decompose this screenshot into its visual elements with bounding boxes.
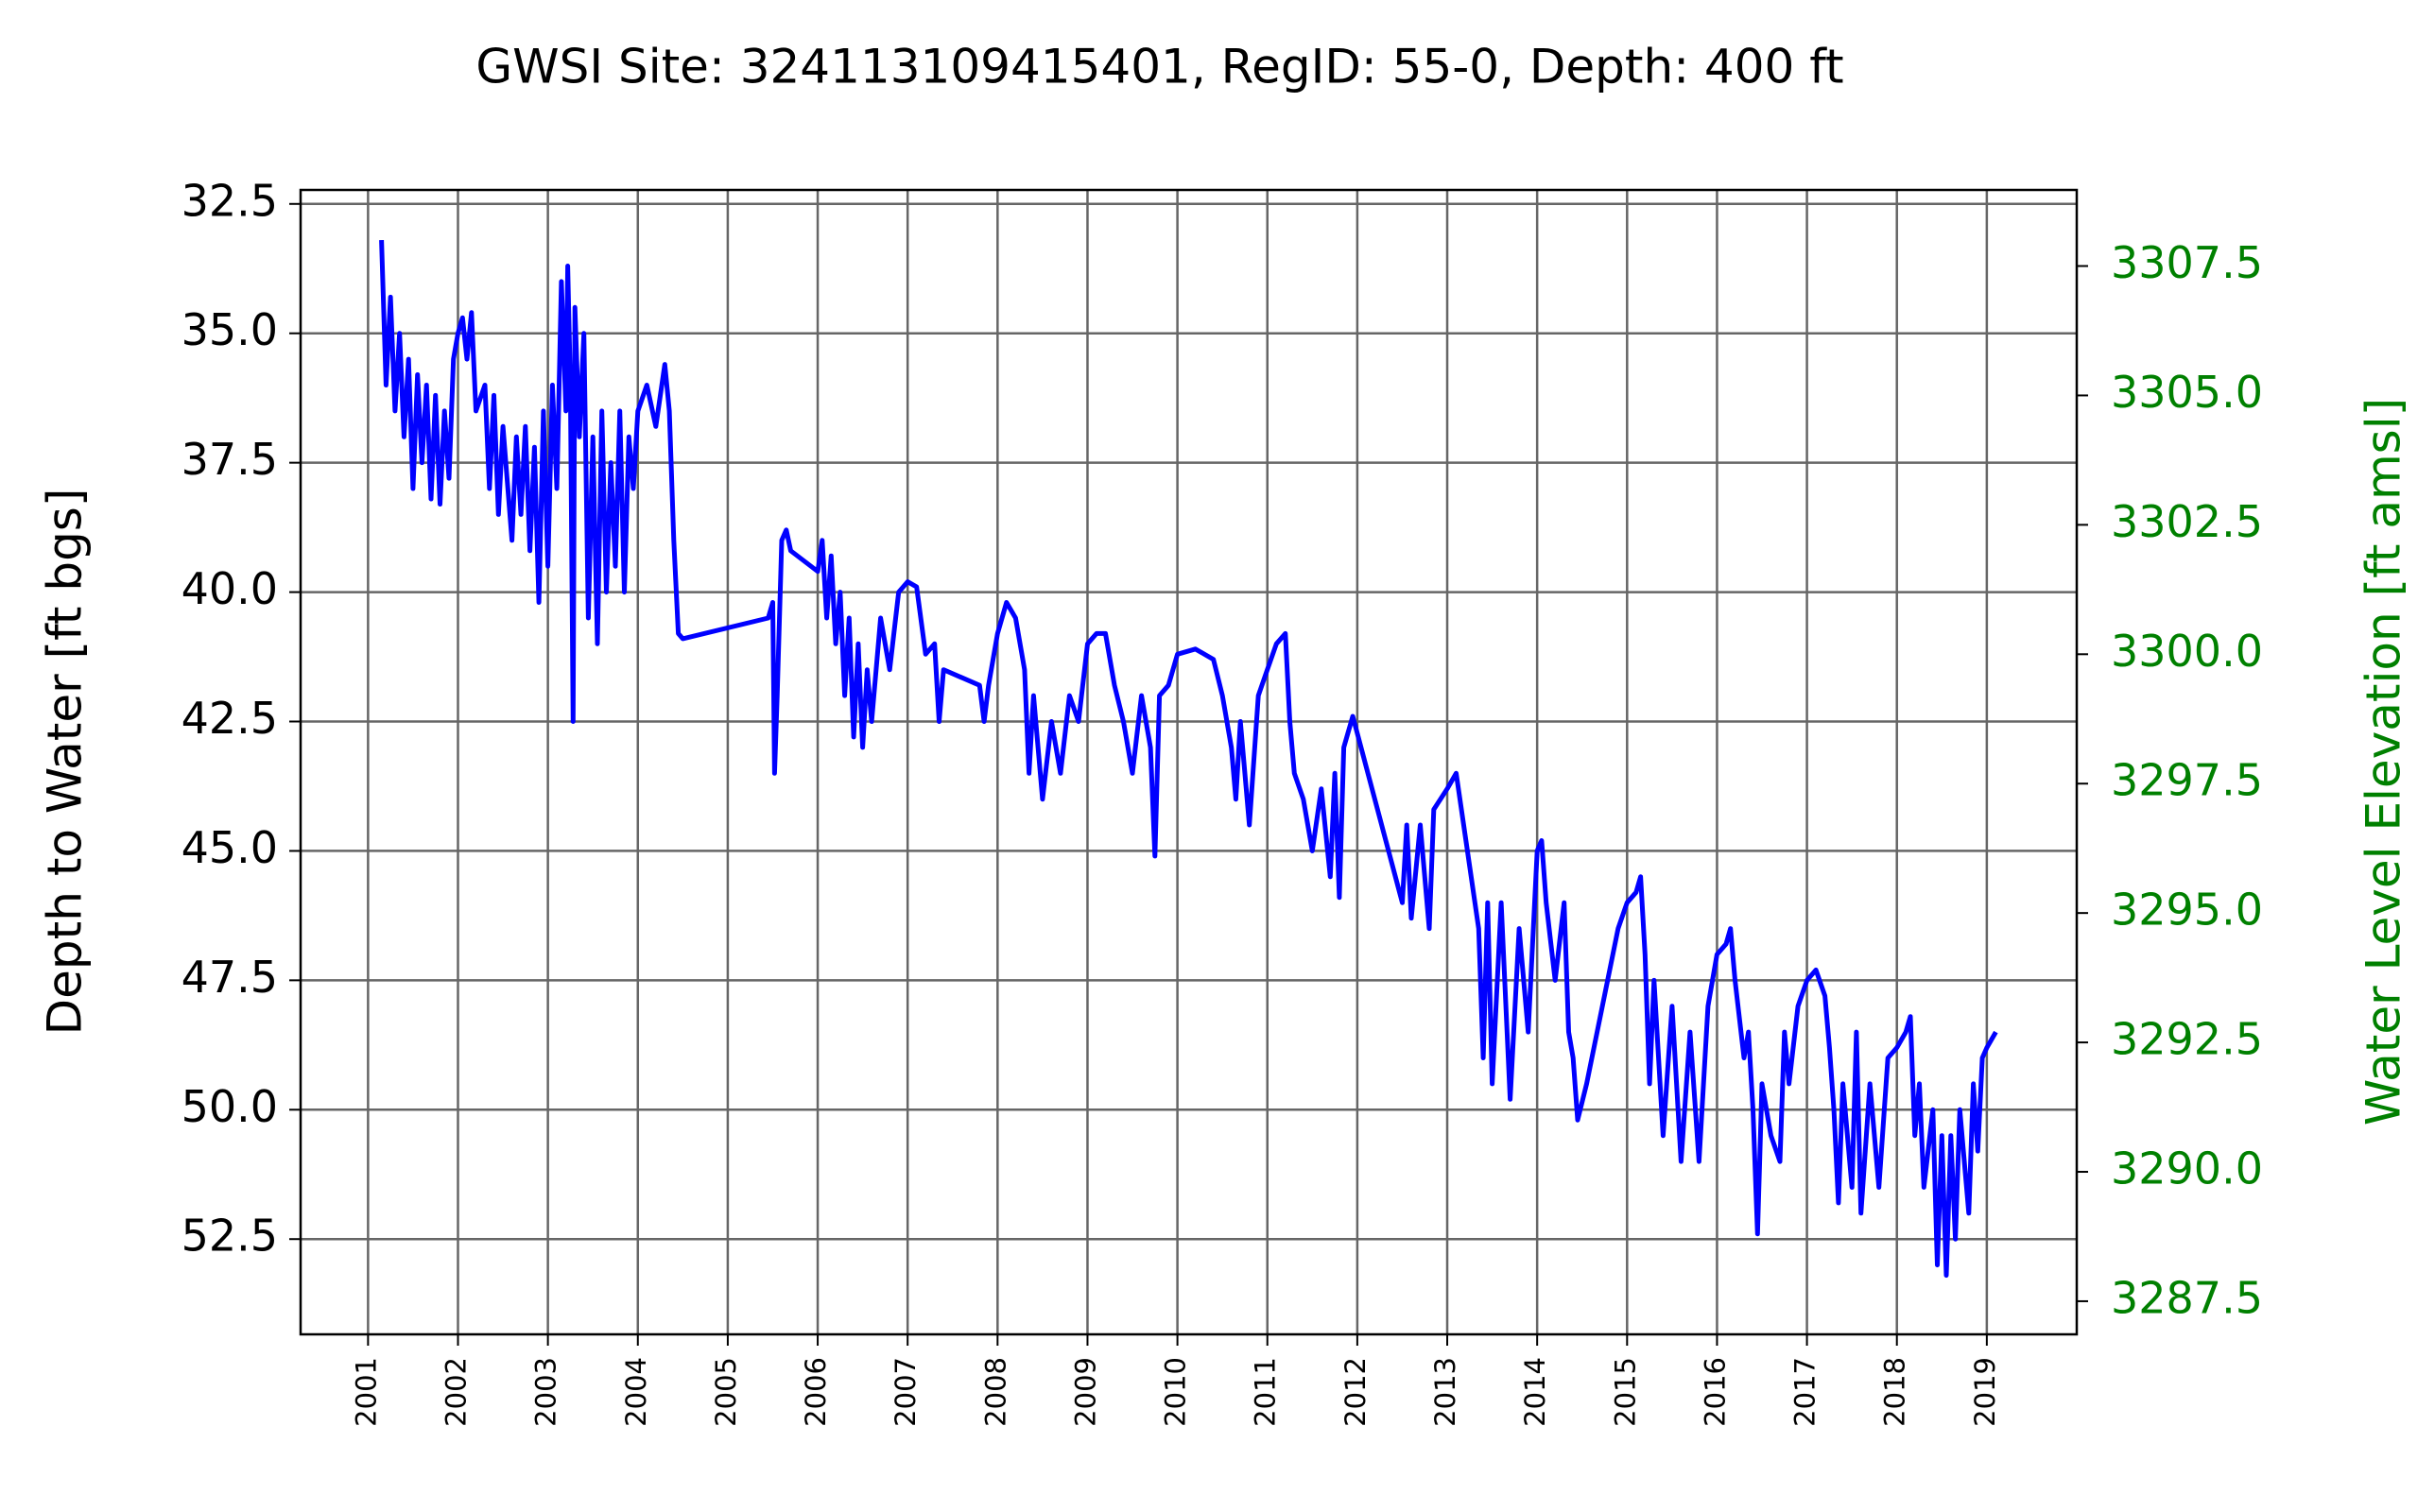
- x-tick-label: 2007: [889, 1357, 922, 1427]
- y-tick-label: 47.5: [181, 952, 278, 1003]
- x-tick-label: 2014: [1519, 1357, 1551, 1427]
- plot-frame: [299, 188, 2079, 1336]
- data-line: [379, 240, 1998, 1279]
- y2-axis-label: Water Level Elevation [ft amsl]: [2357, 398, 2411, 1125]
- x-tick-label: 2005: [710, 1357, 742, 1427]
- y2-tick-label: 3295.0: [2111, 885, 2263, 936]
- chart-title: GWSI Site: 324113109415401, RegID: 55-0,…: [475, 40, 1843, 94]
- y2-tick-label: 3302.5: [2111, 496, 2263, 547]
- x-tick-label: 2004: [620, 1357, 652, 1427]
- x-tick-label: 2001: [350, 1357, 382, 1427]
- y2-tick-label: 3290.0: [2111, 1143, 2263, 1194]
- y2-tick-label: 3307.5: [2111, 237, 2263, 288]
- x-tick-label: 2019: [1969, 1357, 2001, 1427]
- x-tick-label: 2010: [1160, 1357, 1192, 1427]
- x-tick-label: 2013: [1429, 1357, 1461, 1427]
- y2-tick-label: 3297.5: [2111, 755, 2263, 806]
- x-tick-label: 2018: [1879, 1357, 1911, 1427]
- x-tick-label: 2008: [979, 1357, 1011, 1427]
- x-tick-label: 2002: [440, 1357, 472, 1427]
- x-tick-label: 2011: [1250, 1357, 1282, 1427]
- y2-tick-label: 3287.5: [2111, 1272, 2263, 1323]
- x-tick-label: 2017: [1789, 1357, 1822, 1427]
- y2-tick-label: 3292.5: [2111, 1014, 2263, 1065]
- x-tick-label: 2016: [1699, 1357, 1731, 1427]
- x-tick-label: 2003: [530, 1357, 562, 1427]
- y-tick-label: 42.5: [181, 693, 278, 744]
- y2-tick-label: 3305.0: [2111, 367, 2263, 418]
- y-tick-label: 37.5: [181, 434, 278, 485]
- y-tick-label: 45.0: [181, 822, 278, 873]
- y-tick-label: 32.5: [181, 175, 278, 226]
- y-tick-label: 35.0: [181, 304, 278, 355]
- y-tick-label: 40.0: [181, 563, 278, 614]
- x-tick-label: 2012: [1339, 1357, 1372, 1427]
- y-axis-label: Depth to Water [ft bgs]: [38, 489, 93, 1036]
- x-tick-label: 2006: [800, 1357, 832, 1427]
- y-tick-label: 50.0: [181, 1081, 278, 1132]
- y-tick-label: 52.5: [181, 1211, 278, 1262]
- y2-tick-label: 3300.0: [2111, 626, 2263, 677]
- x-tick-label: 2015: [1609, 1357, 1641, 1427]
- x-tick-label: 2009: [1069, 1357, 1101, 1427]
